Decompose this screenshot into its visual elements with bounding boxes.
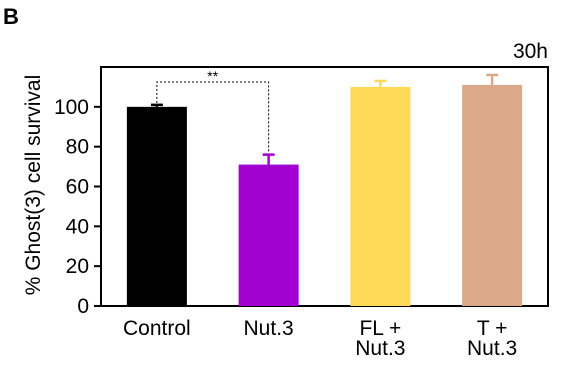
y-tick-label: 60: [66, 176, 89, 199]
category-label: Nut.3: [467, 337, 517, 360]
bar: [462, 84, 523, 306]
category-label: Nut.3: [355, 337, 405, 360]
y-axis-label: % Ghost(3) cell survival: [22, 75, 45, 296]
y-tick-label: 80: [66, 136, 89, 159]
timepoint-annotation: 30h: [513, 40, 548, 63]
significance-label: **: [207, 68, 218, 84]
bar: [350, 86, 411, 307]
significance-bracket: [156, 81, 270, 153]
y-tick-label: 100: [54, 96, 89, 119]
y-tick-label: 20: [66, 255, 89, 278]
y-tick-label: 0: [77, 295, 89, 318]
y-tick-label: 40: [66, 215, 89, 238]
panel-label: B: [3, 4, 19, 29]
category-label: FL +: [359, 317, 401, 340]
bar: [126, 106, 187, 306]
category-label: Control: [123, 317, 191, 340]
category-label: T +: [477, 317, 508, 340]
category-label: Nut.3: [244, 317, 294, 340]
bar: [238, 164, 299, 306]
